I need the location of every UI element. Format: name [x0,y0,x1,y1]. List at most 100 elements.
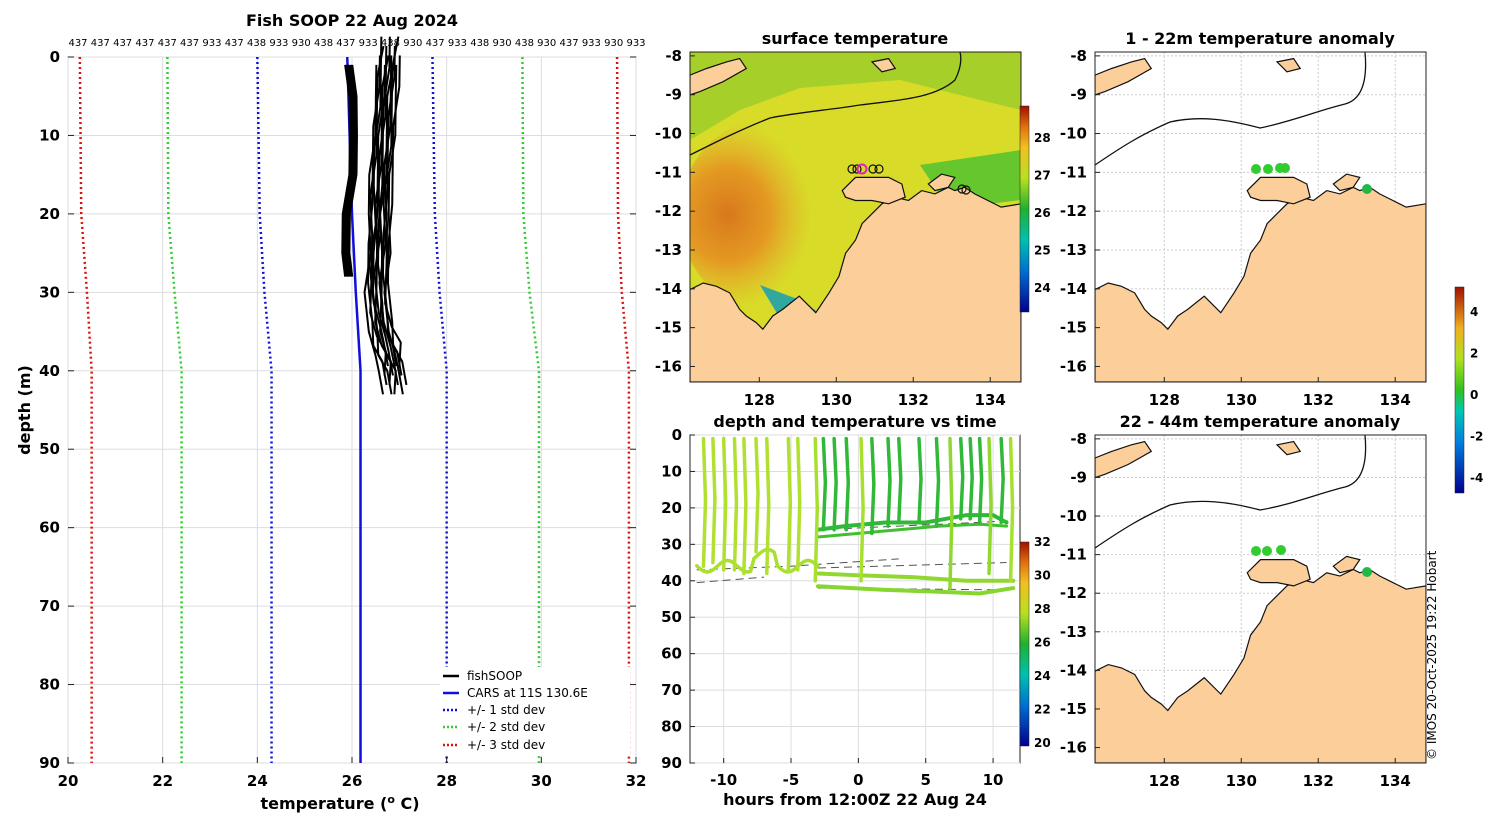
cast-id-label: 438 [314,38,333,49]
depth-time-ticks: -10 -5 0 5 10 0 10 20 30 40 50 60 70 80 90 [661,426,1003,789]
colorbar-tick-label: -4 [1470,471,1483,485]
track-marker [961,185,971,195]
profile-title: Fish SOOP 22 Aug 2024 [246,11,458,30]
sst-colorbar [1019,105,1030,313]
y-tick-label: 60 [39,519,60,537]
land-polygon [870,57,897,73]
cast-id-label: 933 [582,38,601,49]
y-tick-label: -13 [655,241,682,259]
y-tick-label: 90 [39,754,60,772]
anomaly-colorbar [1454,286,1465,494]
anomaly-point [1362,567,1372,577]
sst-contour [690,52,962,156]
land-polygon [1246,559,1311,587]
x-tick-label: 134 [1380,772,1411,790]
cast-trace [742,436,748,576]
y-tick-label: -16 [655,357,682,375]
fishsoop-cast [348,64,358,277]
sst-title: surface temperature [762,29,949,48]
profile-x-label: temperature (o C) [260,793,419,813]
y-tick-label: 30 [39,283,60,301]
x-tick-label: 0 [853,771,863,789]
x-tick-label: -5 [783,771,800,789]
land-polygon [1332,555,1361,574]
colorbar-tick-label: -2 [1470,430,1483,444]
sst-map-panel: surface temperature 128 130 132 134 -8 -9 -10 -… [655,29,1051,409]
y-tick-label: -8 [665,47,682,65]
cast-trace [813,436,820,583]
y-tick-label: -8 [1070,47,1087,65]
colorbar-tick-label: 0 [1470,388,1478,402]
x-tick-label: 132 [898,391,929,409]
y-tick-label: -16 [1060,357,1087,375]
y-tick-label: 10 [39,126,60,144]
y-tick-label: 70 [661,681,682,699]
colorbar-tick-label: 20 [1034,736,1051,750]
x-tick-label: 22 [152,772,173,790]
fishsoop-cast [379,64,397,395]
colorbar-tick-label: 22 [1034,703,1051,717]
fishsoop-cast [386,55,408,386]
fishsoop-cast [346,64,357,277]
y-tick-label: -13 [1060,623,1087,641]
colorbar-tick-label: 26 [1034,206,1051,220]
profile-top-labels: 437 437 437 437 437 437 933 437 438 933 930 438 437 9… [68,38,645,49]
fishsoop-profiles [341,36,408,395]
cast-id-label: 437 [426,38,445,49]
y-tick-label: -9 [1070,468,1087,486]
fishsoop-cast [384,36,402,367]
colorbar-tick-label: 24 [1034,669,1051,683]
anomaly-point [1280,163,1290,173]
anomaly-point [1262,546,1272,556]
legend-std3: +/- 3 std dev [467,738,545,752]
legend-cars: CARS at 11S 130.6E [467,686,588,700]
land-polygon [1246,176,1311,205]
cast-trace [987,436,993,576]
credit-text: © IMOS 20-Oct-2025 19:22 Hobart [1425,550,1439,760]
legend-box [440,667,630,755]
y-tick-label: -9 [665,86,682,104]
legend-std2: +/- 2 std dev [467,720,545,734]
reference-line [817,520,1014,531]
anomaly-point [1362,184,1372,194]
colorbar-tick-label: 2 [1470,347,1478,361]
fishsoop-cast [345,64,356,277]
cast-trace [711,436,717,565]
cast-trace [859,436,865,583]
track-marker [874,164,884,174]
series--1-std [256,56,273,763]
series--1-std [431,56,448,763]
depth-time-panel: depth and temperature vs time -10 -5 0 5 10 0… [661,412,1051,809]
cast-trace [977,436,984,525]
y-tick-label: 20 [39,205,60,223]
series--3-std [615,56,631,763]
fishsoop-cast [341,64,351,277]
colorbar-tick-label: 27 [1034,169,1051,183]
land-polygon [1275,57,1302,73]
sst-colorbar-ticks: 28 27 26 25 24 [1034,131,1051,295]
cast-id-label: 437 [180,38,199,49]
y-tick-label: 60 [661,645,682,663]
y-tick-label: 90 [661,754,682,772]
anomaly-shallow-points [1251,163,1372,194]
cast-id-label: 438 [381,38,400,49]
colorbar-tick-label: 4 [1470,305,1478,319]
sst-ticks: 128 130 132 134 -8 -9 -10 -11 -12 -13 -14 -15 -16 [655,47,1006,409]
y-tick-label: -14 [655,280,682,298]
y-tick-label: 10 [661,462,682,480]
y-tick-label: 50 [39,440,60,458]
y-tick-label: -12 [1060,202,1087,220]
cast-id-label: 933 [202,38,221,49]
y-tick-label: 0 [672,426,682,444]
cast-id-label: 930 [537,38,556,49]
y-tick-label: 40 [39,362,60,380]
cast-id-label: 438 [470,38,489,49]
y-tick-label: 80 [661,718,682,736]
anomaly-deep-points [1251,545,1372,577]
cast-id-label: 930 [493,38,512,49]
anomaly-point [1251,164,1261,174]
x-tick-label: 132 [1303,391,1334,409]
x-tick-label: 130 [1226,772,1257,790]
colorbar-tick-label: 28 [1034,131,1051,145]
